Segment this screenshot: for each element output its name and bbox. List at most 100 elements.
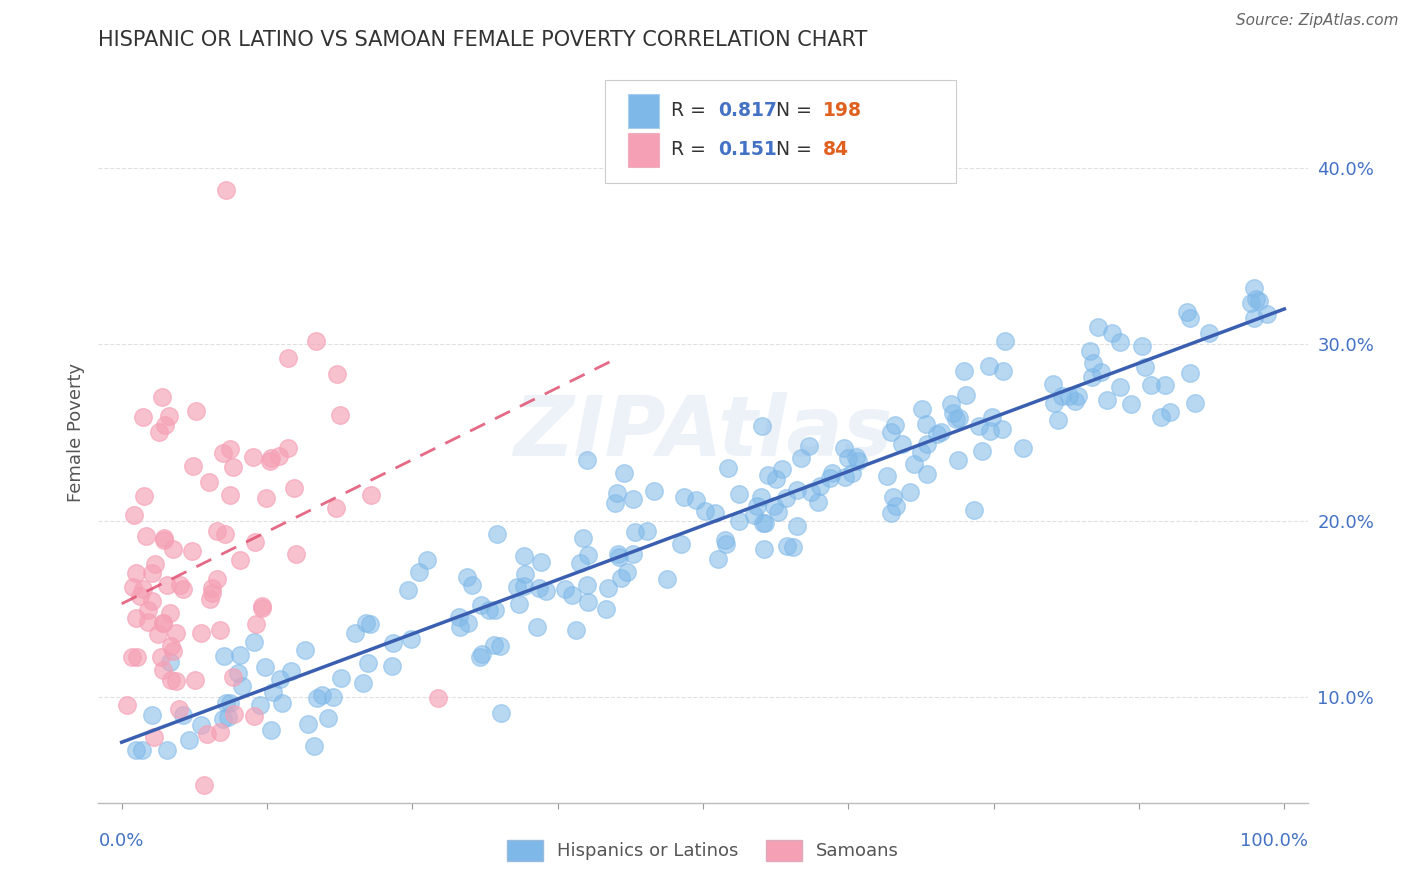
Point [1059, 389, 1081, 403]
Point [231, 679, 253, 693]
Point [655, 572, 678, 586]
Point [457, 615, 479, 630]
Point [489, 639, 512, 653]
Point [607, 549, 630, 564]
Point [143, 557, 166, 571]
Point [162, 644, 184, 658]
Point [325, 501, 347, 516]
Point [613, 467, 636, 481]
Point [193, 778, 215, 792]
Point [305, 334, 328, 349]
Point [1159, 405, 1181, 419]
Point [311, 688, 333, 702]
Point [1140, 377, 1163, 392]
Point [148, 425, 170, 440]
Point [408, 565, 430, 579]
Point [837, 450, 859, 465]
Point [977, 359, 1000, 373]
Point [243, 535, 266, 549]
Text: ZIPAtlas: ZIPAtlas [513, 392, 893, 473]
Point [219, 488, 242, 502]
Point [621, 547, 644, 561]
Point [183, 459, 205, 474]
Point [269, 672, 291, 686]
Point [762, 500, 785, 514]
Point [1078, 343, 1101, 358]
Point [159, 673, 181, 688]
Point [595, 602, 617, 616]
Point [221, 669, 243, 683]
Point [1047, 413, 1070, 427]
Point [575, 453, 598, 467]
Legend: Hispanics or Latinos, Samoans: Hispanics or Latinos, Samoans [499, 832, 907, 868]
Point [955, 388, 977, 402]
Point [449, 609, 471, 624]
Text: 100.0%: 100.0% [1240, 832, 1308, 850]
Point [1249, 294, 1271, 309]
Point [1180, 366, 1202, 380]
Point [790, 450, 813, 465]
Point [818, 471, 841, 485]
Point [911, 402, 934, 417]
Point [357, 656, 380, 670]
Point [209, 724, 232, 739]
Point [621, 491, 644, 506]
Point [226, 665, 249, 680]
Point [751, 490, 773, 504]
Point [242, 450, 264, 464]
Point [229, 553, 252, 567]
Point [212, 712, 235, 726]
Point [141, 708, 163, 723]
Point [329, 409, 352, 423]
Point [143, 730, 166, 744]
Text: N =: N = [776, 101, 818, 120]
Point [157, 409, 180, 424]
Point [1240, 296, 1263, 310]
Point [1243, 311, 1265, 326]
Point [136, 615, 159, 629]
Point [160, 640, 183, 654]
Point [610, 571, 633, 585]
Point [841, 466, 863, 480]
Point [925, 426, 948, 441]
Point [1130, 338, 1153, 352]
Point [799, 439, 821, 453]
Point [1198, 326, 1220, 341]
Point [212, 649, 235, 664]
Point [153, 533, 176, 547]
Point [125, 566, 148, 581]
Point [898, 485, 921, 500]
Point [1043, 396, 1066, 410]
Point [915, 467, 938, 482]
Point [800, 485, 823, 500]
Point [980, 409, 1002, 424]
Point [219, 442, 242, 456]
Point [228, 648, 250, 663]
Point [285, 547, 308, 561]
Point [125, 743, 148, 757]
Point [121, 649, 143, 664]
Point [117, 698, 139, 712]
Point [195, 727, 218, 741]
Point [184, 403, 207, 417]
Point [215, 183, 238, 197]
Point [152, 663, 174, 677]
Point [1012, 442, 1035, 456]
Point [146, 627, 169, 641]
Point [132, 409, 155, 424]
Point [1109, 380, 1132, 394]
Point [534, 584, 557, 599]
Point [513, 567, 536, 582]
Point [1050, 389, 1073, 403]
Point [747, 499, 769, 513]
Point [254, 660, 277, 674]
Point [359, 617, 381, 632]
Text: 84: 84 [823, 140, 848, 160]
Point [152, 616, 174, 631]
Point [399, 632, 422, 647]
Point [575, 578, 598, 592]
Point [1177, 305, 1199, 319]
Point [672, 490, 695, 504]
Point [280, 665, 302, 679]
Point [616, 565, 638, 579]
